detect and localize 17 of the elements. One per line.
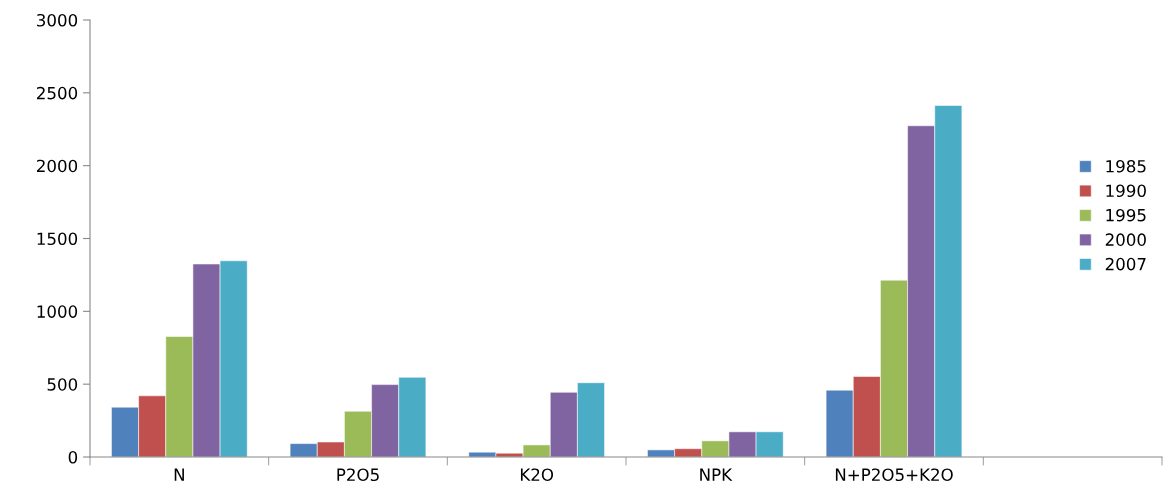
y-tick-label: 3000 [37, 13, 78, 27]
y-tick-label: 2500 [37, 86, 78, 100]
x-tick-label: N [174, 468, 184, 481]
x-tick-label: N+P2O5+K2O [835, 468, 953, 482]
legend-label: 1985 [1106, 159, 1146, 173]
x-tick-label: NPK [700, 468, 733, 481]
y-tick-label: 500 [47, 378, 78, 391]
y-tick-label: 1500 [37, 232, 78, 246]
legend-label: 2007 [1105, 257, 1146, 271]
y-tick-label: 0 [68, 450, 78, 464]
x-tick-label: P2O5 [337, 468, 379, 482]
legend-label: 2000 [1105, 233, 1146, 246]
legend-label: 1995 [1106, 208, 1146, 222]
x-tick-label: K2O [520, 468, 554, 482]
y-tick-label: 1000 [37, 305, 78, 318]
legend-label: 1990 [1106, 184, 1146, 198]
y-tick-label: 2000 [37, 159, 78, 173]
